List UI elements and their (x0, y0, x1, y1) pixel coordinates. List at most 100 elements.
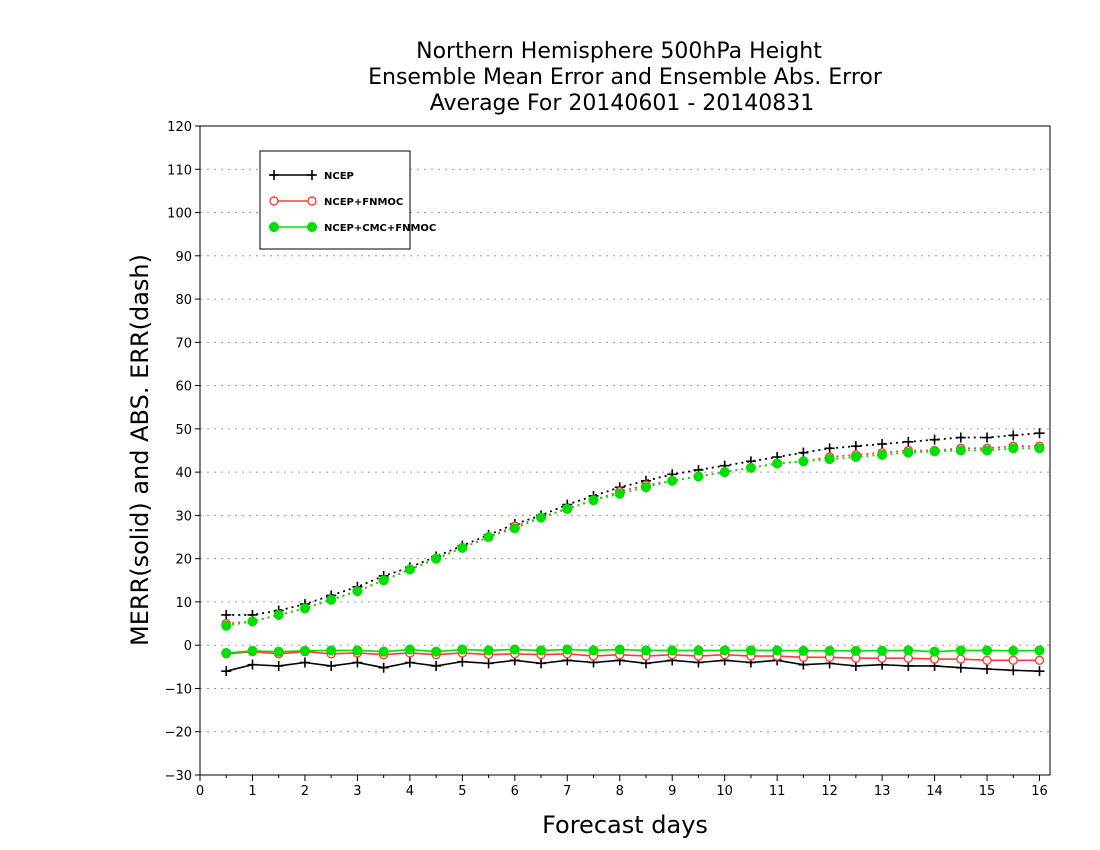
legend-marker (269, 170, 279, 180)
mean-err-point (273, 660, 284, 671)
x-tick-label: 16 (1031, 784, 1048, 799)
mean-err-point (326, 660, 337, 671)
mean-err-point (457, 644, 468, 655)
mean-err-point (535, 645, 547, 656)
mean-err-point (221, 647, 232, 659)
abs-err-point (221, 620, 232, 631)
mean-err-point (955, 662, 966, 673)
x-tick-label: 1 (248, 784, 256, 799)
abs-err-point (588, 495, 599, 506)
chart-title: Northern Hemisphere 500hPa Height Ensemb… (368, 39, 883, 116)
mean-err-point (640, 645, 652, 656)
abs-err-point (798, 447, 809, 458)
mean-err-point (982, 663, 993, 674)
mean-err-point (483, 658, 494, 669)
abs-err-point (850, 441, 861, 452)
x-tick-label: 15 (979, 784, 996, 799)
mean-err-point (824, 645, 835, 656)
abs-err-point (221, 609, 232, 620)
abs-err-point (982, 432, 993, 443)
abs-err-point (483, 531, 494, 543)
series-lines (221, 428, 1045, 677)
x-tick-label: 12 (821, 784, 838, 799)
abs-err-line (226, 432, 1040, 616)
legend-label: NCEP (324, 171, 354, 182)
y-tick-label: 60 (175, 380, 192, 395)
abs-err-point (929, 434, 940, 445)
abs-err-point (326, 594, 337, 605)
y-tick-label: 10 (175, 596, 192, 611)
mean-err-point (326, 645, 337, 656)
mean-err-point (903, 645, 914, 656)
abs-err-point (247, 616, 258, 627)
abs-err-point (431, 553, 442, 564)
chart-title-line-3: Average For 20140601 - 20140831 (430, 91, 815, 116)
mean-err-point (431, 660, 442, 671)
mean-err-point (247, 659, 258, 670)
mean-err-line (226, 659, 1040, 672)
x-tick-label: 2 (301, 784, 309, 799)
y-tick-label: 110 (167, 163, 192, 178)
y-tick-label: −10 (165, 682, 192, 697)
mean-err-point (378, 646, 389, 657)
x-tick-label: 0 (196, 784, 204, 799)
abs-err-point (877, 449, 888, 460)
mean-err-point (1034, 645, 1045, 656)
mean-err-point (772, 645, 783, 656)
series-ncep-cmc-fnmoc (221, 443, 1045, 659)
y-tick-label: 0 (184, 639, 192, 654)
mean-err-point (1034, 655, 1045, 666)
mean-err-point (850, 645, 861, 656)
mean-err-line (226, 648, 1040, 654)
mean-err-point (404, 657, 415, 668)
abs-err-point (955, 432, 966, 443)
x-tick-label: 9 (668, 784, 676, 799)
abs-err-point (903, 436, 914, 447)
abs-err-point (798, 456, 809, 467)
mean-err-point (483, 645, 494, 656)
mean-err-point (536, 658, 547, 669)
abs-err-point (457, 542, 468, 553)
chart-title-line-1: Northern Hemisphere 500hPa Height (416, 39, 822, 64)
legend-marker (268, 221, 280, 233)
legend-marker (307, 170, 317, 180)
mean-err-point (982, 655, 992, 666)
abs-err-point (535, 512, 547, 523)
series-ncep (221, 428, 1045, 677)
mean-err-point (299, 657, 310, 668)
abs-err-point (562, 503, 573, 514)
legend-marker (269, 196, 279, 206)
abs-err-point (693, 471, 704, 482)
legend: NCEP NCEP+FNMOC NCEP+CMC+FNMOC (259, 150, 436, 250)
mean-err-point (1008, 645, 1019, 656)
x-tick-label: 6 (511, 784, 519, 799)
mean-err-point (693, 645, 704, 656)
abs-err-point (824, 454, 835, 465)
abs-err-point (640, 482, 652, 493)
legend-label: NCEP+CMC+FNMOC (324, 223, 436, 234)
series-ncep-fnmoc (221, 441, 1045, 666)
mean-err-point (1034, 666, 1045, 677)
abs-err-point (745, 462, 756, 473)
x-tick-label: 4 (406, 784, 414, 799)
mean-err-point (221, 666, 232, 677)
abs-err-point (1034, 443, 1045, 454)
y-tick-label: −30 (165, 769, 192, 784)
legend-box (259, 150, 411, 250)
x-axis-label: Forecast days (542, 811, 708, 839)
abs-err-point (667, 475, 678, 486)
mean-err-point (981, 645, 993, 656)
x-tick-label: 5 (458, 784, 466, 799)
abs-err-point (509, 523, 520, 534)
mean-err-point (247, 645, 258, 656)
abs-err-point (824, 443, 835, 454)
grid (200, 168, 1050, 733)
abs-err-point (772, 458, 783, 469)
mean-err-point (1008, 655, 1018, 666)
abs-err-point (1034, 428, 1045, 439)
abs-err-point (719, 467, 730, 478)
mean-err-point (352, 657, 363, 668)
y-tick-label: 50 (175, 423, 192, 438)
